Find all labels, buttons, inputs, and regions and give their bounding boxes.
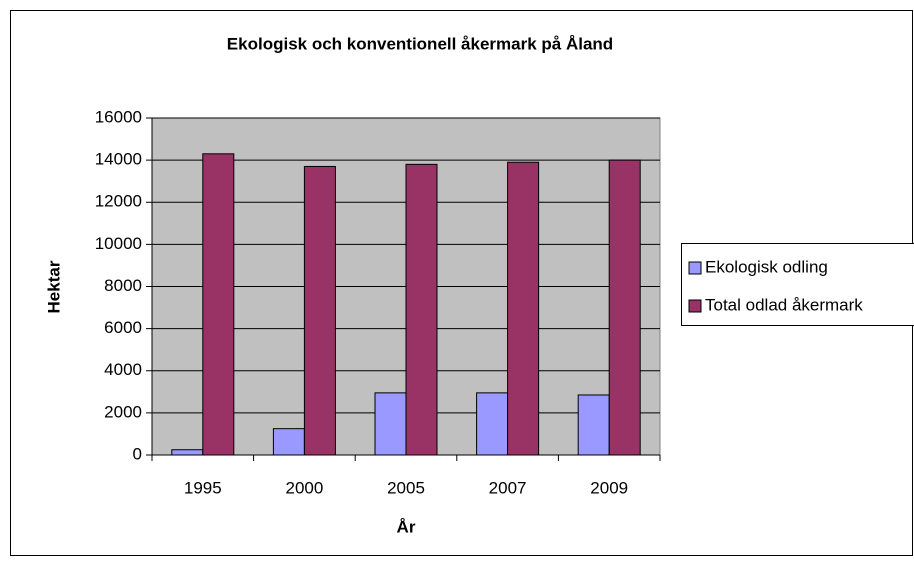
x-axis-label: År — [397, 517, 416, 536]
y-tick-label: 16000 — [95, 107, 142, 126]
y-tick-label: 12000 — [95, 192, 142, 211]
y-tick-label: 2000 — [104, 402, 142, 421]
y-tick-label: 4000 — [104, 360, 142, 379]
legend-swatch — [688, 261, 702, 275]
legend-box — [681, 243, 914, 326]
y-tick-label: 8000 — [104, 276, 142, 295]
y-axis-label: Hektar — [44, 260, 63, 313]
bar — [476, 392, 509, 456]
y-tick-label: 6000 — [104, 318, 142, 337]
legend-swatch — [688, 299, 702, 313]
bar — [577, 394, 610, 456]
x-tick-label: 2009 — [590, 478, 628, 497]
bar — [272, 428, 305, 456]
y-tick-label: 14000 — [95, 150, 142, 169]
bar — [171, 449, 204, 456]
y-tick-label: 0 — [133, 444, 142, 463]
legend-label: Total odlad åkermark — [705, 295, 863, 314]
bar — [303, 165, 336, 456]
bar — [202, 153, 235, 456]
chart-title: Ekologisk och konventionell åkermark på … — [227, 34, 613, 53]
x-tick-label: 1995 — [184, 478, 222, 497]
x-tick-label: 2005 — [387, 478, 425, 497]
bar — [405, 163, 438, 456]
bar — [374, 392, 407, 456]
bar — [608, 159, 641, 456]
x-tick-label: 2007 — [489, 478, 527, 497]
legend-label: Ekologisk odling — [705, 257, 828, 276]
y-tick-label: 10000 — [95, 234, 142, 253]
x-tick-label: 2000 — [285, 478, 323, 497]
bar — [507, 161, 540, 456]
